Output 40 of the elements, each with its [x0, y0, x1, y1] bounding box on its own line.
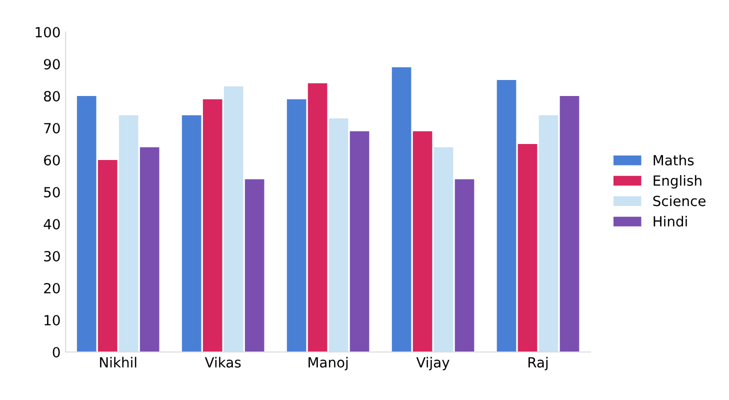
y-tick-label: 50 [44, 186, 60, 198]
y-tick-label: 0 [52, 346, 60, 358]
bar [244, 179, 264, 352]
x-tick-label: Nikhil [100, 356, 136, 368]
bar [412, 131, 432, 352]
x-tick-label: Vijay [416, 356, 450, 370]
x-tick-label: Vikas [204, 356, 241, 368]
y-tick-label: 10 [44, 314, 60, 326]
bar [182, 115, 202, 352]
bar [496, 80, 516, 352]
y-tick-label: 100 [36, 26, 60, 38]
y-tick-label: 80 [44, 90, 60, 102]
bar [76, 96, 96, 352]
bar [98, 160, 118, 352]
bar [560, 96, 580, 352]
legend-label: Maths [654, 154, 694, 166]
legend-label: Hindi [654, 216, 687, 227]
bar [308, 83, 328, 352]
legend-label: Science [653, 195, 706, 206]
bar [140, 147, 160, 352]
bar [224, 86, 244, 352]
x-tick-label: Raj [528, 356, 548, 370]
y-tick-label: 60 [44, 154, 60, 166]
y-tick-label: 70 [44, 122, 60, 134]
bar [434, 147, 454, 352]
bar [454, 179, 474, 352]
bar [518, 144, 538, 352]
y-tick-label: 90 [44, 58, 60, 70]
bar [118, 115, 138, 352]
bar [328, 118, 348, 352]
x-tick-label: Manoj [308, 356, 348, 370]
legend-label: English [654, 175, 702, 189]
bar [538, 115, 558, 352]
y-tick-label: 30 [44, 250, 60, 262]
y-tick-label: 40 [44, 218, 60, 230]
bar [392, 67, 412, 352]
y-tick-label: 20 [44, 282, 60, 294]
bar [286, 99, 306, 352]
bar [350, 131, 370, 352]
bar [202, 99, 222, 352]
